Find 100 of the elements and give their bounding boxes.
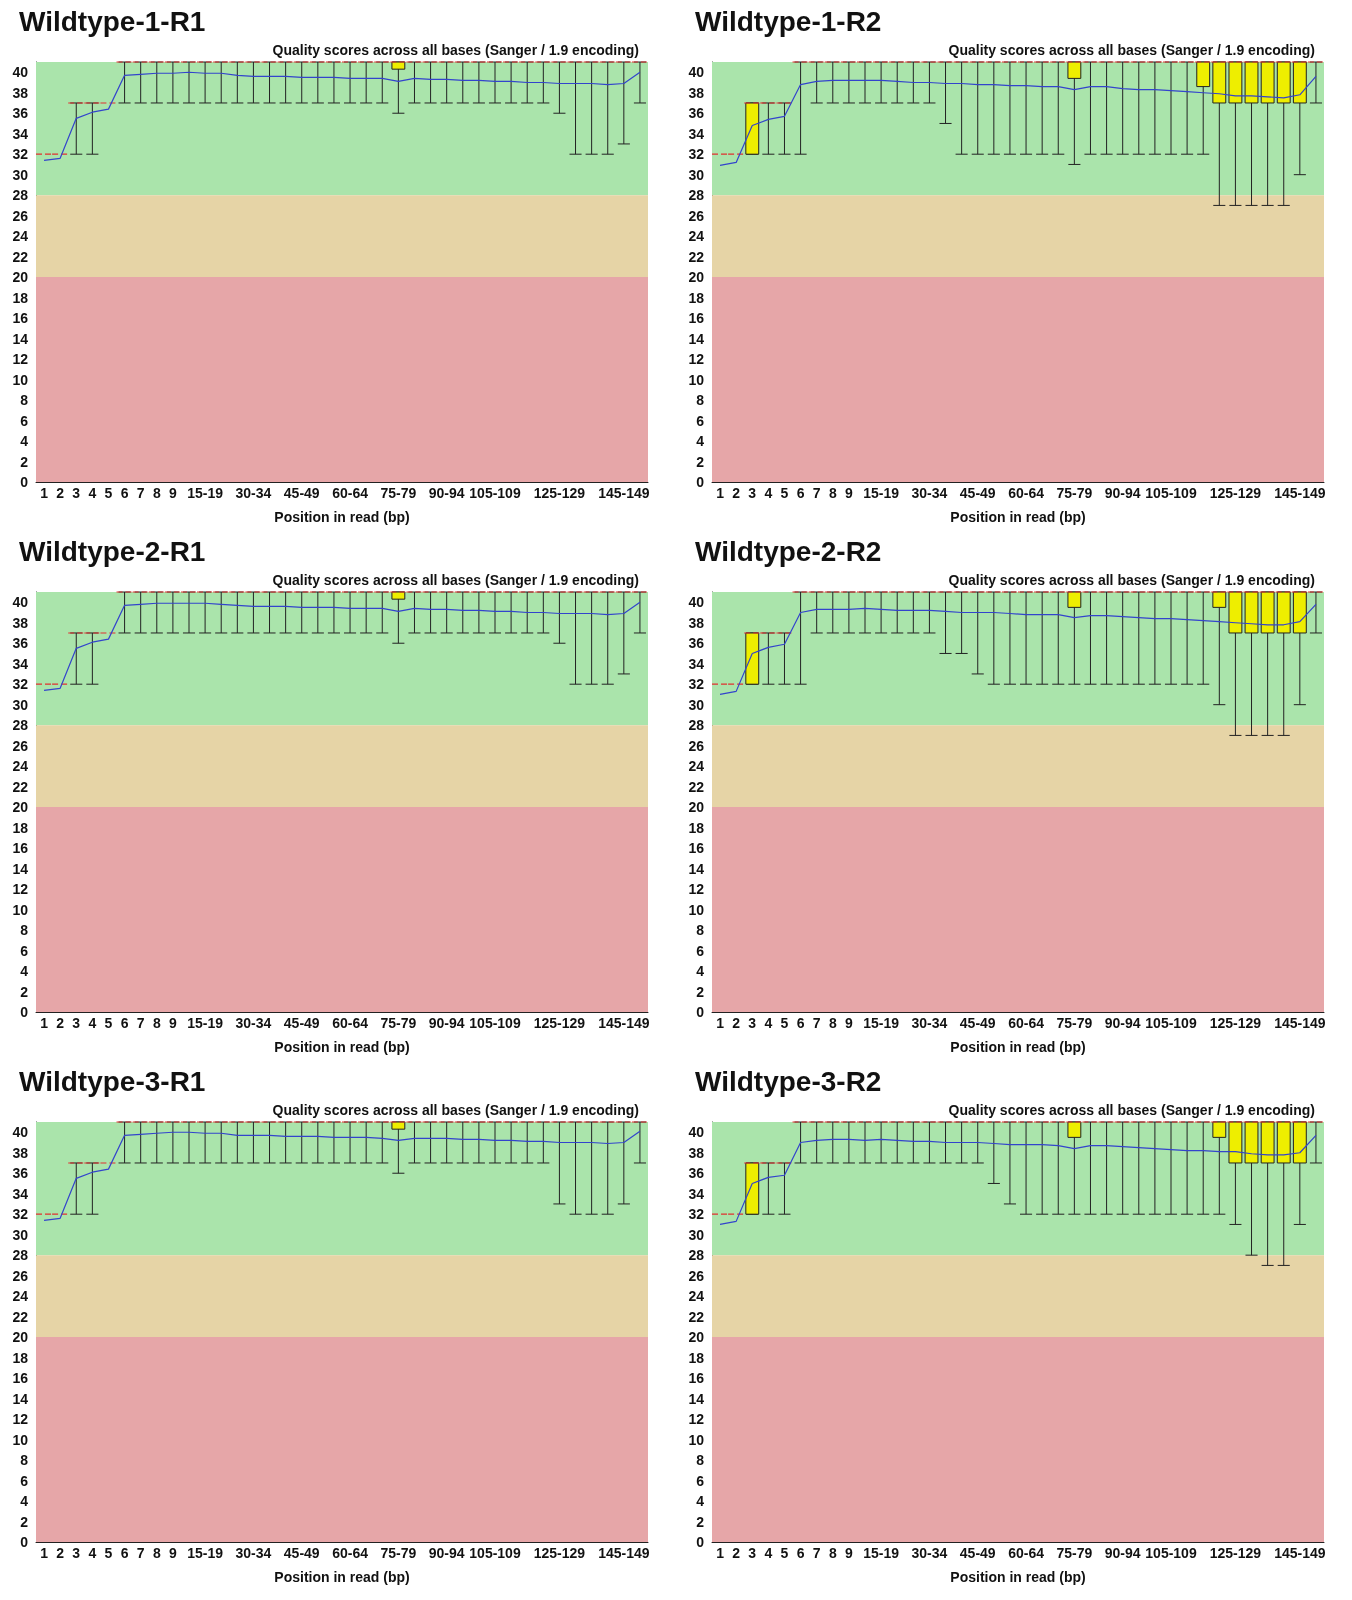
x-tick-label: 145-149	[1274, 1015, 1326, 1031]
y-tick-label: 34	[12, 125, 29, 142]
x-tick-label: 30-34	[911, 485, 948, 501]
x-tick-label: 9	[845, 1015, 853, 1031]
y-tick-label: 26	[12, 1267, 29, 1284]
y-tick-label: 40	[12, 594, 29, 611]
y-tick-label: 22	[12, 248, 29, 265]
y-tick-label: 30	[12, 166, 29, 183]
y-tick-label: 2	[20, 453, 29, 470]
line-series	[43, 1130, 641, 1221]
y-tick-label: 2	[696, 453, 705, 470]
x-tick-label: 125-129	[1209, 1015, 1262, 1031]
x-tick-label: 60-64	[332, 485, 369, 501]
x-tick-label: 7	[136, 1545, 145, 1561]
x-tick-label: 145-149	[598, 485, 650, 501]
y-tick-label: 22	[688, 778, 705, 795]
y-tick-label: 24	[12, 228, 29, 245]
x-tick-label: 6	[796, 1545, 805, 1561]
x-tick-label: 8	[828, 1545, 837, 1561]
y-tick-label: 16	[688, 1370, 705, 1387]
x-tick-label: 30-34	[911, 1015, 948, 1031]
y-tick-label: 4	[20, 433, 29, 450]
line-series	[719, 1134, 1317, 1226]
y-tick-label: 32	[688, 1206, 705, 1223]
x-tick-label: 30-34	[235, 1545, 272, 1561]
x-tick-label: 105-109	[469, 1015, 521, 1031]
y-tick-label: 32	[12, 146, 29, 163]
y-tick-label: 4	[696, 433, 705, 450]
x-tick-label: 45-49	[283, 1015, 320, 1031]
y-tick-label: 18	[688, 819, 705, 836]
y-tick-label: 10	[12, 901, 29, 918]
x-tick-label: 75-79	[1056, 485, 1093, 501]
x-tick-label: 6	[120, 1545, 129, 1561]
x-tick-label: 5	[780, 1015, 789, 1031]
x-tick-label: 125-129	[1209, 1545, 1262, 1561]
chart-title: Wildtype-2-R2	[695, 535, 882, 567]
chart-title: Wildtype-1-R2	[695, 5, 882, 37]
y-tick-label: 34	[12, 1185, 29, 1202]
y-tick-label: 12	[12, 351, 29, 368]
y-tick-label: 40	[12, 64, 29, 81]
x-tick-label: 105-109	[1145, 485, 1197, 501]
y-tick-label: 38	[688, 84, 705, 101]
y-tick-label: 20	[688, 269, 705, 286]
x-tick-label: 60-64	[332, 1545, 369, 1561]
y-tick-label: 16	[688, 310, 705, 327]
y-tick-label: 28	[12, 1247, 29, 1264]
x-tick-label: 15-19	[187, 1545, 224, 1561]
y-tick-label: 16	[688, 840, 705, 857]
y-tick-label: 6	[20, 942, 29, 959]
x-tick-label: 1	[40, 485, 49, 501]
x-tick-label: 90-94	[1104, 1545, 1141, 1561]
y-tick-label: 18	[12, 289, 29, 306]
y-tick-label: 32	[688, 676, 705, 693]
x-tick-label: 105-109	[1145, 1015, 1197, 1031]
x-tick-label: 7	[812, 1015, 821, 1031]
x-tick-label: 4	[88, 485, 97, 501]
x-tick-label: 6	[120, 1015, 129, 1031]
chart-subtitle: Quality scores across all bases (Sanger / 1.9 encoding)	[948, 1102, 1315, 1118]
x-tick-label: 4	[764, 485, 773, 501]
y-tick-label: 30	[688, 696, 705, 713]
x-tick-label: 105-109	[469, 485, 521, 501]
x-tick-label: 60-64	[1008, 485, 1045, 501]
y-tick-label: 8	[696, 922, 705, 939]
x-tick-label: 8	[152, 1015, 161, 1031]
x-tick-label: 105-109	[469, 1545, 521, 1561]
y-tick-label: 12	[688, 1411, 705, 1428]
x-axis-title: Position in read (bp)	[950, 509, 1086, 525]
y-tick-label: 32	[12, 1206, 29, 1223]
y-tick-label: 14	[688, 1390, 705, 1407]
y-tick-label: 14	[12, 330, 29, 347]
y-tick-label: 24	[12, 758, 29, 775]
y-tick-label: 8	[20, 392, 29, 409]
x-tick-label: 15-19	[187, 485, 224, 501]
x-tick-label: 15-19	[863, 1015, 900, 1031]
y-tick-label: 36	[12, 635, 29, 652]
y-tick-label: 30	[12, 696, 29, 713]
y-tick-label: 0	[696, 1004, 705, 1020]
y-tick-label: 6	[696, 942, 705, 959]
y-tick-label: 16	[12, 310, 29, 327]
x-tick-label: 5	[780, 485, 789, 501]
x-tick-label: 145-149	[598, 1015, 650, 1031]
x-tick-label: 4	[88, 1015, 97, 1031]
y-tick-label: 16	[12, 840, 29, 857]
y-tick-label: 36	[688, 1165, 705, 1182]
y-tick-label: 24	[688, 758, 705, 775]
x-tick-label: 9	[845, 485, 853, 501]
y-tick-label: 22	[688, 1308, 705, 1325]
x-tick-label: 4	[764, 1545, 773, 1561]
y-tick-label: 18	[688, 1349, 705, 1366]
y-tick-label: 6	[696, 1472, 705, 1489]
x-tick-label: 2	[56, 1015, 65, 1031]
y-tick-label: 12	[12, 881, 29, 898]
y-tick-label: 22	[688, 248, 705, 265]
y-tick-label: 38	[688, 614, 705, 631]
x-tick-label: 8	[152, 1545, 161, 1561]
x-tick-label: 75-79	[1056, 1015, 1093, 1031]
y-tick-label: 28	[688, 1247, 705, 1264]
y-tick-label: 38	[688, 1144, 705, 1161]
line-series	[43, 601, 641, 691]
y-tick-label: 2	[20, 1513, 29, 1530]
